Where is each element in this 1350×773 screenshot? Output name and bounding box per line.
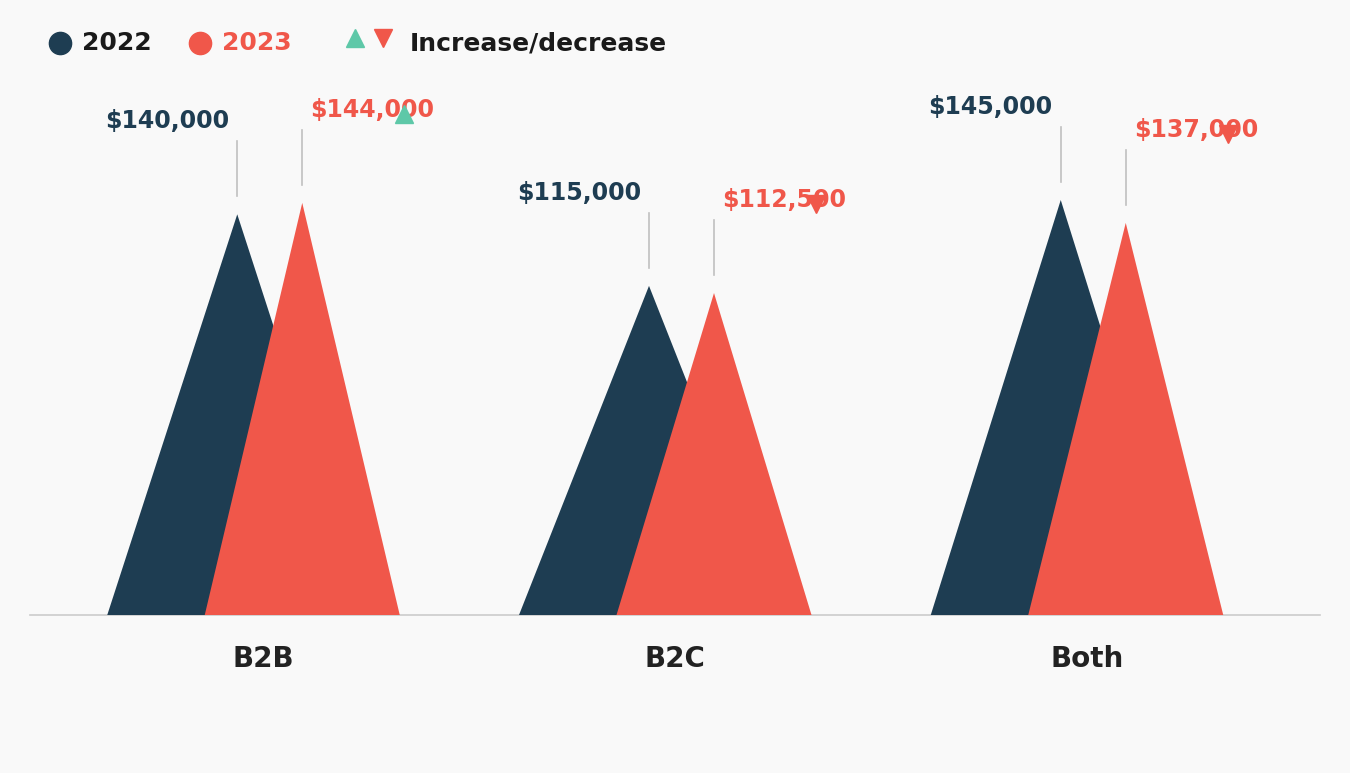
Text: $137,000: $137,000 (1134, 118, 1258, 142)
Polygon shape (1029, 223, 1223, 615)
Text: 2022: 2022 (82, 31, 151, 55)
Polygon shape (205, 203, 400, 615)
Text: Increase/decrease: Increase/decrease (410, 31, 667, 55)
Text: $144,000: $144,000 (310, 98, 435, 122)
Text: 2023: 2023 (221, 31, 292, 55)
Polygon shape (107, 214, 367, 615)
Text: $140,000: $140,000 (105, 109, 230, 133)
Polygon shape (518, 286, 779, 615)
Text: $145,000: $145,000 (929, 95, 1053, 119)
Polygon shape (930, 200, 1191, 615)
Polygon shape (617, 293, 811, 615)
Text: $115,000: $115,000 (517, 181, 641, 205)
Text: Both: Both (1050, 645, 1123, 673)
Text: B2B: B2B (232, 645, 294, 673)
Text: B2C: B2C (644, 645, 706, 673)
Text: $112,500: $112,500 (722, 188, 846, 212)
